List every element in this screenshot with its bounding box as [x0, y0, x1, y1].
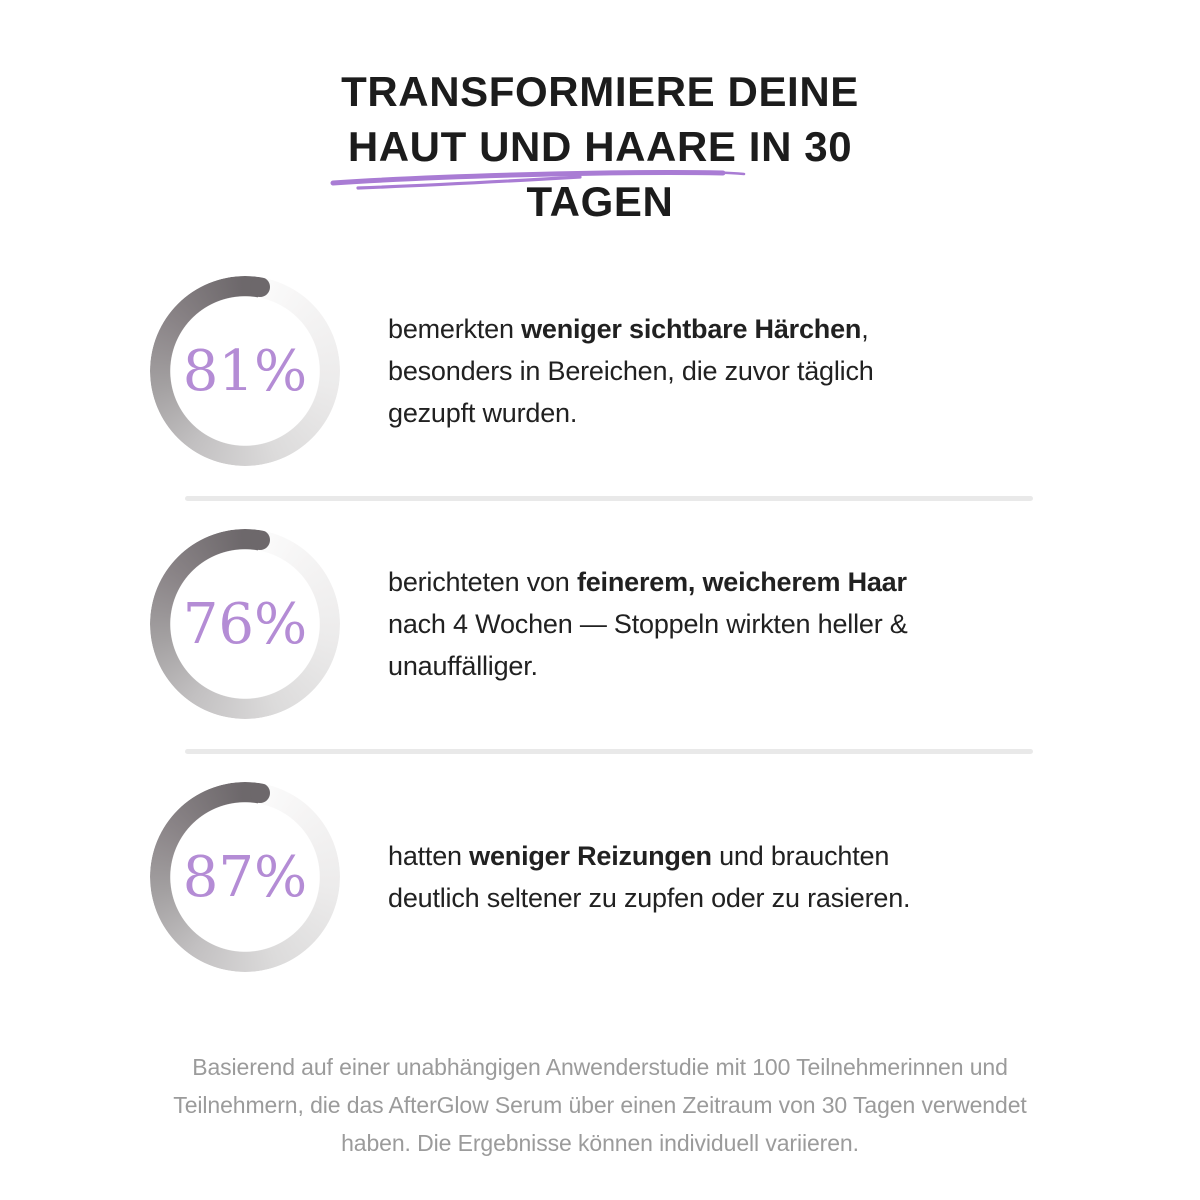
- ring-cap-icon: [250, 530, 270, 550]
- stat-row-1: 81% bemerkten weniger sichtbare Härchen,…: [0, 276, 1200, 466]
- stat-description: berichteten von feinerem, weicherem Haar…: [388, 561, 948, 687]
- stat-text-suffix: und brauchten deutlich seltener zu zupfe…: [388, 841, 911, 913]
- stat-text-prefix: berichteten von: [388, 567, 577, 597]
- stat-text-prefix: bemerkten: [388, 314, 522, 344]
- ring-arc-icon: [150, 529, 340, 719]
- percent-value: 87%: [182, 844, 308, 910]
- section-divider: [185, 496, 1033, 501]
- progress-ring-76: 76%: [150, 529, 340, 719]
- disclaimer-line-2: Teilnehmern, die das AfterGlow Serum übe…: [173, 1092, 1027, 1118]
- stats-section: 81% bemerkten weniger sichtbare Härchen,…: [0, 276, 1200, 972]
- stat-row-3: 87% hatten weniger Reizungen und braucht…: [0, 782, 1200, 972]
- stat-text-bold: weniger Reizungen: [469, 841, 712, 871]
- stat-text-prefix: hatten: [388, 841, 470, 871]
- title-line-2: HAUT UND HAARE IN 30: [347, 123, 853, 170]
- progress-ring-81: 81%: [150, 276, 340, 466]
- stat-text-suffix: nach 4 Wochen — Stoppeln wirkten heller …: [388, 609, 908, 681]
- stat-text-bold: feinerem, weicherem Haar: [576, 567, 907, 597]
- page-title: TRANSFORMIERE DEINE HAUT UND HAARE IN 30…: [270, 64, 930, 229]
- ring-cap-icon: [250, 783, 270, 803]
- stat-description: bemerkten weniger sichtbare Härchen, bes…: [388, 308, 948, 434]
- stat-description: hatten weniger Reizungen und brauchten d…: [388, 835, 948, 919]
- title-line-3: TAGEN: [526, 178, 674, 225]
- stat-text-bold: weniger sichtbare Härchen: [521, 314, 862, 344]
- title-line-1: TRANSFORMIERE DEINE: [341, 68, 859, 115]
- ring-arc-icon: [150, 276, 340, 466]
- ring-arc-icon: [150, 782, 340, 972]
- percent-value: 76%: [182, 591, 308, 657]
- stat-row-2: 76% berichteten von feinerem, weicherem …: [0, 529, 1200, 719]
- stat-text-suffix: , besonders in Bereichen, die zuvor tägl…: [388, 314, 874, 428]
- disclaimer-line-3: haben. Die Ergebnisse können individuell…: [341, 1130, 859, 1156]
- ring-cap-icon: [250, 277, 270, 297]
- percent-value: 81%: [182, 338, 308, 404]
- progress-ring-87: 87%: [150, 782, 340, 972]
- section-divider: [185, 749, 1033, 754]
- disclaimer-text: Basierend auf einer unabhängigen Anwende…: [0, 1048, 1200, 1162]
- disclaimer-line-1: Basierend auf einer unabhängigen Anwende…: [192, 1054, 1008, 1080]
